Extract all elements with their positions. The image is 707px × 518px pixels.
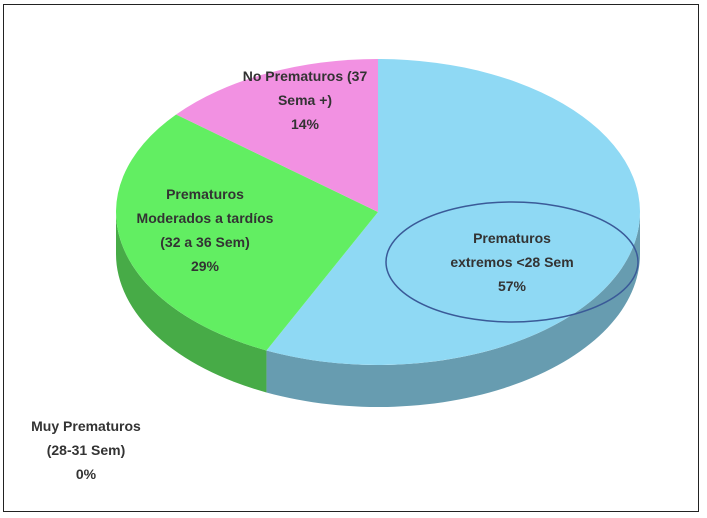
category-label: Prematuros extremos <28 Sem bbox=[450, 230, 574, 270]
chart-frame bbox=[3, 4, 699, 512]
slice-label: No Prematuros (37 Sema +) 14% bbox=[235, 64, 375, 136]
value-label: 0% bbox=[75, 466, 97, 482]
slice bbox=[176, 59, 378, 212]
slice bbox=[116, 114, 378, 351]
value-label: 57% bbox=[497, 278, 527, 294]
category-label: No Prematuros (37 Sema +) bbox=[242, 68, 368, 108]
value-label: 14% bbox=[290, 116, 320, 132]
slice-label: Prematuros Moderados a tardíos (32 a 36 … bbox=[135, 182, 275, 278]
slice-side bbox=[116, 212, 267, 393]
slice-side bbox=[266, 212, 640, 407]
highlight-ellipse bbox=[385, 201, 639, 323]
slice-label: Prematuros extremos <28 Sem 57% bbox=[447, 226, 577, 298]
slice-label: Muy Prematuros (28-31 Sem) 0% bbox=[31, 414, 141, 486]
category-label: Prematuros Moderados a tardíos (32 a 36 … bbox=[136, 186, 274, 250]
slice bbox=[266, 59, 640, 365]
category-label: Muy Prematuros (28-31 Sem) bbox=[31, 418, 141, 458]
value-label: 29% bbox=[190, 258, 220, 274]
